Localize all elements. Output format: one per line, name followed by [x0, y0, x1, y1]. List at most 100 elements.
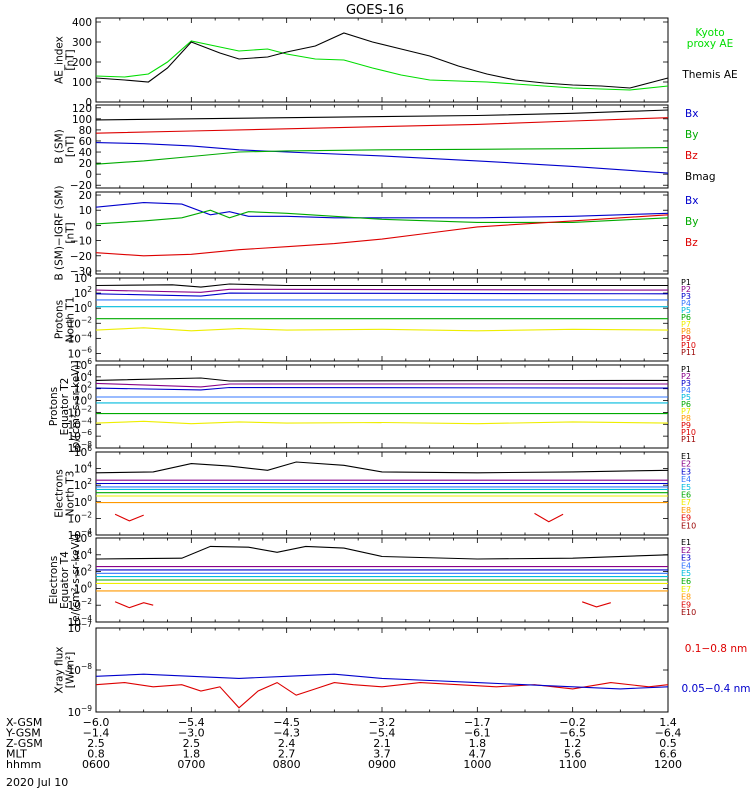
- legend-entry: P4: [681, 386, 691, 395]
- y-tick-label: −10: [70, 236, 92, 248]
- ephemeris-row-label: Z-GSM: [6, 737, 43, 750]
- y-tick-label: −30: [70, 266, 92, 278]
- series-line: [95, 327, 669, 332]
- y-tick-label: 100: [72, 114, 92, 126]
- y-tick-label: 20: [79, 190, 92, 202]
- legend-entry: Bz: [685, 237, 698, 249]
- ephemeris-value: 1.8: [183, 748, 201, 761]
- legend-entry: 0.05−0.4 nm: [681, 683, 750, 695]
- legend-entry: E2: [681, 546, 691, 555]
- ephemeris-value: 1.2: [564, 737, 582, 750]
- ephemeris-row-label: hhmm: [6, 758, 41, 771]
- y-tick-label: 100: [74, 494, 92, 509]
- ephemeris-value: −5.4: [369, 727, 396, 740]
- legend-entry: P7: [681, 407, 691, 416]
- y-tick-label: 104: [74, 461, 92, 476]
- y-tick-label: 102: [74, 285, 92, 300]
- y-tick-label: 10: [79, 205, 92, 217]
- legend-entry: P6: [681, 400, 691, 409]
- ephemeris-value: −4.5: [273, 716, 300, 729]
- y-axis-label: Electrons: [54, 469, 66, 518]
- series-line: [95, 673, 669, 690]
- series-line: [114, 513, 144, 522]
- series-line: [582, 601, 611, 608]
- legend-entry: P8: [681, 327, 691, 336]
- y-axis-label: [W/m²]: [65, 652, 77, 689]
- legend-entry: Bx: [685, 108, 698, 120]
- ephemeris-value: 0800: [273, 758, 301, 771]
- series-line: [534, 512, 564, 523]
- ephemeris-table: X-GSMY-GSMZ-GSMMLThhmm−6.0−1.42.50.80600…: [5, 716, 682, 771]
- ephemeris-value: 1.8: [469, 737, 487, 750]
- y-tick-label: 200: [72, 57, 92, 69]
- series-line: [95, 681, 669, 709]
- legend-entry: P1: [681, 365, 691, 374]
- legend-entry: E4: [681, 561, 691, 570]
- date-label: 2020 Jul 10: [6, 776, 68, 789]
- ephemeris-value: 0700: [177, 758, 205, 771]
- ephemeris-value: 2.4: [278, 737, 296, 750]
- series-line: [95, 386, 669, 391]
- series-line: [95, 214, 669, 257]
- ephemeris-value: 5.6: [564, 748, 582, 761]
- legend-entry: P5: [681, 306, 691, 315]
- ephemeris-row-label: Y-GSM: [5, 727, 41, 740]
- legend-entry: By: [685, 129, 698, 141]
- legend-entry: P7: [681, 320, 691, 329]
- ephemeris-value: −5.4: [178, 716, 205, 729]
- series-line: [95, 283, 668, 288]
- series-line: [114, 601, 154, 609]
- legend-entry: E8: [681, 506, 691, 515]
- ephemeris-value: 2.5: [87, 737, 105, 750]
- legend-entry: P3: [681, 292, 691, 301]
- y-tick-label: 40: [79, 147, 92, 159]
- y-tick-label: 106: [74, 444, 92, 459]
- legend-entry: proxy AE: [687, 38, 733, 50]
- y-axis-label: Equator T2: [59, 378, 71, 436]
- panel-3: −30 −20 −10 0 10 20 B (SM)−IGRF (SM) [nT] Bx By Bz: [54, 185, 699, 280]
- series-line: [95, 377, 669, 382]
- series-line: [95, 420, 669, 425]
- series-line: [95, 288, 669, 293]
- legend-entry: P10: [681, 341, 696, 350]
- y-tick-label: −20: [70, 251, 92, 263]
- legend-entry: P1: [681, 278, 691, 287]
- y-tick-label: 100: [74, 300, 92, 315]
- series-line: [95, 32, 669, 89]
- y-axis-label: Equator T4: [59, 551, 71, 609]
- ephemeris-value: −3.2: [369, 716, 396, 729]
- ephemeris-value: 0900: [368, 758, 396, 771]
- axes-frame: [95, 451, 669, 536]
- ephemeris-value: 2.1: [373, 737, 391, 750]
- legend-entry: E9: [681, 600, 691, 609]
- series-line: [95, 382, 668, 388]
- y-tick-label: 100: [72, 77, 92, 89]
- ephemeris-value: −6.4: [655, 727, 682, 740]
- legend-entry: P11: [681, 435, 696, 444]
- y-axis-label: North T1: [65, 297, 77, 343]
- series-line: [95, 142, 669, 174]
- legend-entry: E6: [681, 491, 691, 500]
- legend-entry: E10: [681, 608, 696, 617]
- y-axis-label: AE_index: [54, 36, 66, 84]
- ephemeris-row-label: MLT: [6, 748, 27, 761]
- series-line: [95, 117, 669, 134]
- ephemeris-value: 0600: [82, 758, 110, 771]
- y-tick-label: 300: [72, 37, 92, 49]
- ephemeris-value: 3.7: [373, 748, 391, 761]
- legend-entry: P6: [681, 313, 691, 322]
- ephemeris-value: −0.2: [559, 716, 586, 729]
- ephemeris-row-label: X-GSM: [6, 716, 42, 729]
- legend-entry: Bx: [685, 195, 698, 207]
- ephemeris-value: −1.4: [83, 727, 110, 740]
- legend-entry: E4: [681, 475, 691, 484]
- y-tick-label: 80: [79, 125, 92, 137]
- axes-frame: [95, 104, 669, 189]
- legend-entry: E8: [681, 593, 691, 602]
